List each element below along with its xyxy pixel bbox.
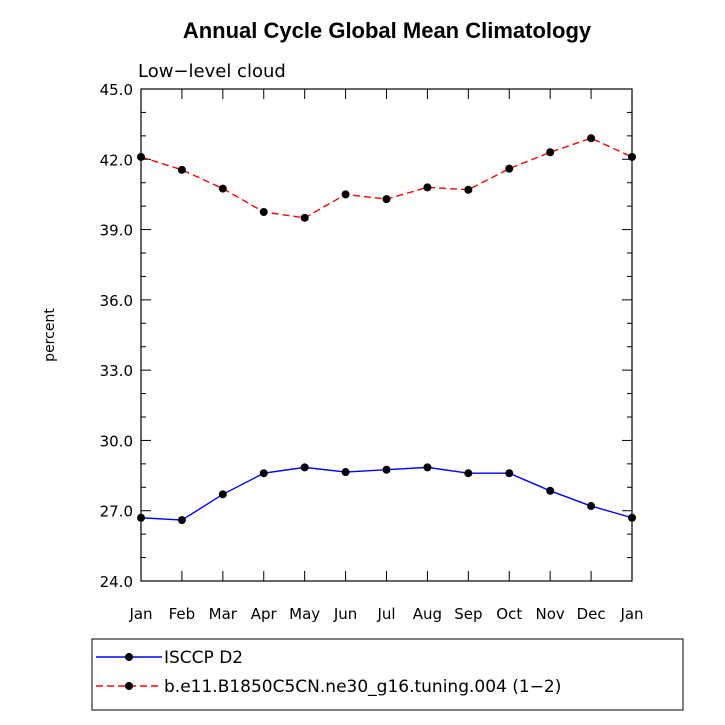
x-tick-label: Nov [536, 605, 565, 623]
legend-box [91, 638, 684, 711]
legend-marker [125, 653, 133, 661]
y-tick-label: 39.0 [100, 222, 133, 240]
x-tick-label: Sep [454, 605, 482, 623]
x-tick-label: Jan [128, 605, 152, 623]
x-tick-label: Mar [209, 605, 238, 623]
data-point [464, 469, 473, 478]
legend-label-2: b.e11.B1850C5CN.ne30_g16.tuning.004 (1−2… [164, 677, 561, 697]
data-point [423, 463, 432, 472]
data-point [259, 208, 268, 216]
data-point [300, 213, 309, 222]
x-tick-label: Jun [333, 605, 357, 623]
x-tick-label: Feb [169, 605, 196, 623]
data-point [546, 486, 555, 495]
x-tick-label: Oct [496, 605, 522, 623]
data-point [177, 516, 186, 525]
legend-label-1: ISCCP D2 [164, 648, 243, 668]
data-point [505, 469, 514, 478]
data-point [341, 468, 350, 477]
y-tick-label: 27.0 [100, 503, 133, 521]
legend: ISCCP D2 b.e11.B1850C5CN.ne30_g16.tuning.… [91, 638, 684, 711]
data-point [177, 165, 186, 174]
data-point [218, 184, 227, 193]
data-point [464, 185, 473, 194]
plot-area: 24.0 27.0 30.0 33.0 36.0 39.0 42.0 45.0 Jan Feb Ma… [100, 81, 644, 623]
x-tick-label: May [289, 605, 320, 623]
data-point [341, 190, 350, 199]
data-point [382, 195, 391, 204]
plot-frame [140, 88, 633, 582]
chart-title: Annual Cycle Global Mean Climatology [183, 18, 592, 43]
y-axis-label: percent [42, 308, 58, 362]
y-tick-label: 36.0 [100, 292, 133, 310]
data-point [587, 502, 596, 511]
data-point [423, 183, 432, 192]
y-tick-label: 30.0 [100, 432, 133, 450]
y-tick-label: 24.0 [100, 573, 133, 591]
series-line-1 [140, 466, 633, 521]
x-tick-label: Aug [413, 605, 442, 623]
data-point [382, 465, 391, 474]
data-point [587, 134, 596, 143]
y-tick-label: 33.0 [100, 362, 133, 380]
legend-marker [125, 682, 133, 690]
x-tick-label: Jul [376, 605, 395, 623]
x-tick-label: Dec [577, 605, 606, 623]
x-tick-label: Apr [251, 605, 278, 623]
y-tick-label: 45.0 [100, 81, 133, 99]
chart-subtitle: Low−level cloud [138, 61, 286, 82]
data-point [218, 490, 227, 499]
y-tick-label: 42.0 [100, 151, 133, 169]
data-point [505, 164, 514, 173]
data-point [546, 148, 555, 157]
data-point [300, 463, 309, 472]
series-line-2 [140, 137, 633, 219]
x-tick-label: Jan [619, 605, 643, 623]
data-point [259, 469, 268, 478]
